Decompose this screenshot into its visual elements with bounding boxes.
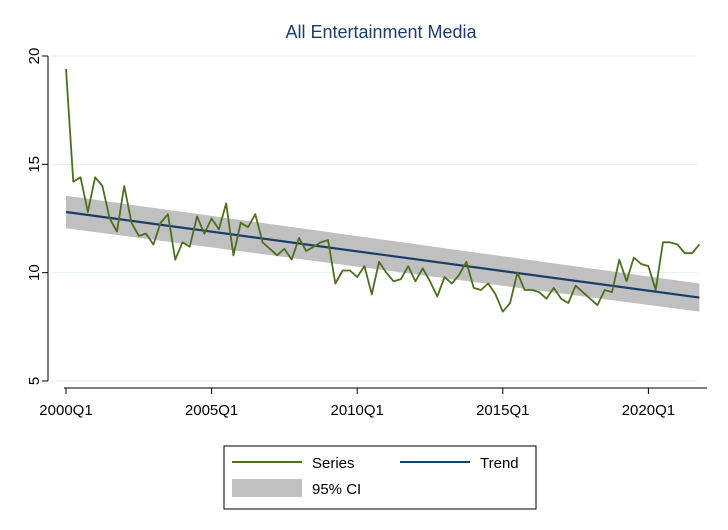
series-layer — [65, 68, 701, 313]
legend-box — [223, 445, 537, 510]
axes: 5 10 15 20 2000Q1 2005Q1 2010Q1 2015Q1 2020Q1 — [26, 48, 707, 419]
x-tick-label: 2010Q1 — [331, 402, 384, 419]
legend-trend-label: Trend — [480, 455, 519, 472]
gridlines — [52, 55, 697, 382]
y-tick-label: 5 — [26, 377, 43, 385]
trend-line — [65, 210, 700, 299]
legend-ci-swatch — [232, 479, 302, 497]
legend: Series Trend 95% CI — [223, 445, 537, 510]
trend-layer — [65, 210, 700, 299]
y-tick-label: 20 — [26, 48, 43, 65]
x-tick-label: 2015Q1 — [476, 402, 529, 419]
x-tick-label: 2005Q1 — [185, 402, 238, 419]
x-tick-label: 2000Q1 — [39, 402, 92, 419]
y-tick-label: 10 — [26, 264, 43, 281]
legend-series-label: Series — [312, 455, 355, 472]
series-line — [65, 68, 701, 313]
chart-title: All Entertainment Media — [285, 22, 477, 42]
x-tick-label: 2020Q1 — [622, 402, 675, 419]
y-tick-label: 15 — [26, 156, 43, 173]
legend-ci-label: 95% CI — [312, 481, 361, 498]
